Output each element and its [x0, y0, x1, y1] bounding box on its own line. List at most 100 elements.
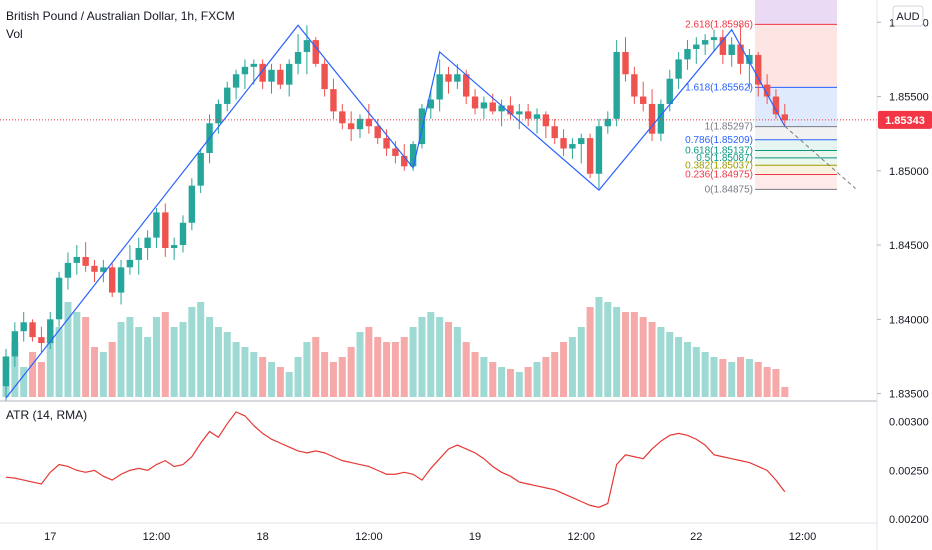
candle-body[interactable]	[436, 74, 443, 100]
time-axis[interactable]: 17 12:00 18 12:00 19 12:00 22 12:00	[44, 531, 816, 543]
candle-body[interactable]	[312, 40, 319, 64]
candle-body[interactable]	[321, 63, 328, 90]
candle-body[interactable]	[701, 40, 709, 45]
candle-body[interactable]	[586, 138, 594, 174]
candle-body[interactable]	[126, 259, 134, 268]
candle-body[interactable]	[339, 111, 346, 124]
candle-body[interactable]	[622, 51, 629, 75]
candle-body[interactable]	[471, 96, 479, 109]
candle-body[interactable]	[162, 212, 169, 249]
candle-body[interactable]	[383, 138, 390, 149]
candle-body[interactable]	[170, 245, 178, 249]
candle-body[interactable]	[117, 267, 125, 293]
candle-body[interactable]	[29, 322, 36, 338]
currency-badge[interactable]: AUD	[892, 5, 924, 27]
candle-body[interactable]	[746, 54, 753, 64]
candle-body[interactable]	[763, 84, 771, 97]
candle-body[interactable]	[657, 103, 665, 134]
candle-body[interactable]	[144, 237, 151, 249]
atr-line[interactable]	[5, 411, 786, 508]
candle-body[interactable]	[100, 267, 107, 272]
candle-body[interactable]	[286, 63, 293, 85]
candle-body[interactable]	[82, 256, 89, 266]
candle-body[interactable]	[356, 118, 364, 130]
candle-body[interactable]	[277, 69, 284, 85]
candle-body[interactable]	[135, 248, 142, 260]
candle-body[interactable]	[737, 44, 744, 64]
candle-body[interactable]	[374, 126, 381, 139]
chart-title[interactable]: British Pound / Australian Dollar, 1h, F…	[6, 9, 235, 23]
candle-body[interactable]	[91, 265, 98, 272]
candle-body[interactable]	[542, 114, 550, 127]
candle-body[interactable]	[781, 114, 788, 121]
candle-body[interactable]	[631, 74, 638, 97]
candle-body[interactable]	[613, 51, 620, 119]
candle-body[interactable]	[409, 144, 417, 167]
candle-body[interactable]	[2, 356, 10, 387]
candle-body[interactable]	[772, 96, 780, 115]
candle-body[interactable]	[507, 105, 514, 115]
candle-body[interactable]	[47, 319, 54, 344]
candle-body[interactable]	[666, 78, 673, 104]
volume-bar	[657, 327, 665, 397]
candle-body[interactable]	[693, 44, 700, 50]
candle-body[interactable]	[347, 123, 355, 130]
candle-body[interactable]	[516, 111, 523, 115]
candle-body[interactable]	[569, 144, 576, 149]
candle-body[interactable]	[560, 138, 567, 149]
candle-body[interactable]	[232, 74, 240, 88]
candle-body[interactable]	[268, 69, 275, 82]
candle-body[interactable]	[109, 267, 116, 293]
candle-body[interactable]	[64, 262, 72, 278]
atr-axis[interactable]: 0.00300 0.00250 0.00200	[889, 417, 929, 526]
candle-body[interactable]	[578, 138, 585, 145]
candle-body[interactable]	[188, 185, 196, 223]
candle-body[interactable]	[719, 37, 727, 55]
candle-body[interactable]	[250, 63, 257, 67]
candle-body[interactable]	[480, 102, 488, 109]
projection-line[interactable]	[784, 125, 856, 189]
candle-body[interactable]	[365, 118, 373, 127]
candle-body[interactable]	[330, 89, 337, 112]
candle-body[interactable]	[498, 105, 505, 112]
candle-body[interactable]	[640, 96, 647, 104]
candle-body[interactable]	[533, 114, 541, 119]
candle-body[interactable]	[179, 222, 187, 246]
candle-body[interactable]	[241, 66, 249, 75]
candle-body[interactable]	[38, 337, 45, 344]
candle-body[interactable]	[710, 37, 718, 41]
candle-body[interactable]	[728, 44, 735, 55]
candle-body[interactable]	[197, 152, 204, 186]
candle-body[interactable]	[418, 108, 426, 145]
candle-body[interactable]	[427, 99, 434, 109]
zigzag-line[interactable]	[5, 24, 786, 399]
candle-body[interactable]	[595, 126, 603, 174]
candle-body[interactable]	[20, 322, 27, 332]
candle-body[interactable]	[604, 118, 611, 127]
candle-body[interactable]	[401, 155, 408, 167]
candle-body[interactable]	[55, 277, 63, 320]
candle-body[interactable]	[224, 87, 231, 104]
candle-body[interactable]	[648, 103, 656, 134]
candle-body[interactable]	[445, 74, 452, 82]
volume-label[interactable]: Vol	[6, 27, 23, 41]
candle-body[interactable]	[294, 51, 302, 64]
candle-body[interactable]	[684, 49, 691, 60]
candle-body[interactable]	[259, 63, 266, 82]
candle-body[interactable]	[551, 126, 558, 139]
candle-body[interactable]	[73, 256, 80, 263]
atr-label[interactable]: ATR (14, RMA)	[6, 408, 87, 422]
volume-bar	[719, 359, 727, 397]
candle-body[interactable]	[11, 331, 19, 357]
candle-body[interactable]	[153, 212, 160, 238]
candle-body[interactable]	[392, 148, 399, 156]
candle-body[interactable]	[215, 103, 222, 124]
candle-body[interactable]	[675, 59, 682, 79]
candle-body[interactable]	[454, 74, 461, 82]
candle-body[interactable]	[489, 102, 496, 112]
candle-body[interactable]	[463, 74, 470, 97]
candle-body[interactable]	[524, 111, 532, 119]
volume-bar	[214, 327, 222, 397]
candle-body[interactable]	[755, 54, 762, 85]
candle-body[interactable]	[303, 40, 311, 52]
